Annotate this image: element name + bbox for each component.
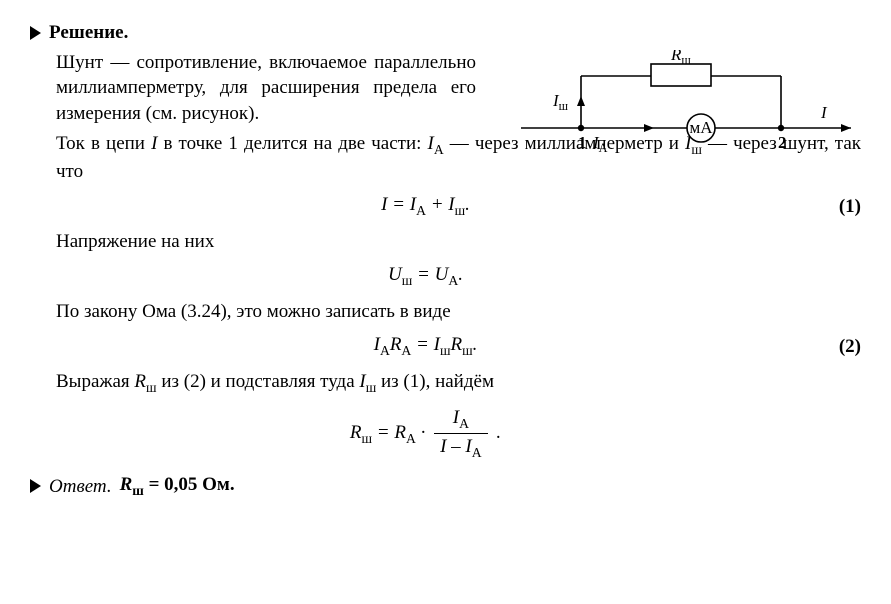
answer-row: Ответ. Rш = 0,05 Ом. <box>30 472 861 500</box>
intro-block: Шунт — сопротивление, включа­емое паралл… <box>56 50 861 127</box>
equation-4: Rш = RА · IА I – IА . <box>30 405 861 463</box>
equation-2: Uш = UА. <box>30 262 861 290</box>
circuit-diagram: мАRшIшI12IА <box>501 50 871 160</box>
solution-header: Решение. <box>30 20 861 46</box>
triangle-icon <box>30 26 41 40</box>
eq1-number: (1) <box>821 194 861 220</box>
intro-text: Шунт — сопротивление, включа­емое паралл… <box>56 50 476 127</box>
triangle-icon <box>30 479 41 493</box>
answer-label: Ответ. <box>49 474 112 500</box>
p4-b: из (2) и подставляя туда <box>157 371 360 392</box>
eq4-body: Rш = RА · IА I – IА . <box>30 405 821 463</box>
eq4-fraction: IА I – IА <box>434 405 488 463</box>
p4-a: Выражая <box>56 371 134 392</box>
eq4-tail: . <box>496 422 501 443</box>
solution-heading-text: Решение. <box>49 20 128 46</box>
svg-text:1: 1 <box>578 133 587 152</box>
svg-text:Iш: Iш <box>552 91 569 113</box>
eq3-number: (2) <box>821 334 861 360</box>
paragraph-4: Выражая Rш из (2) и подставляя туда Iш и… <box>56 369 861 397</box>
svg-text:IА: IА <box>592 133 608 155</box>
p1-a: Ток в цепи <box>56 133 151 154</box>
svg-text:I: I <box>820 103 828 122</box>
eq1-body: I = IА + Iш. <box>30 192 821 220</box>
paragraph-3: По закону Ома (3.24), это можно записать… <box>56 299 861 325</box>
svg-text:2: 2 <box>778 133 787 152</box>
eq2-body: Uш = UА. <box>30 262 821 290</box>
svg-text:мА: мА <box>689 118 713 137</box>
p4-c: из (1), найдём <box>376 371 494 392</box>
p1-b: в точке 1 делится на две части: <box>157 133 427 154</box>
equation-3: IАRА = IшRш. (2) <box>30 332 861 360</box>
eq3-body: IАRА = IшRш. <box>30 332 821 360</box>
equation-1: I = IА + Iш. (1) <box>30 192 861 220</box>
answer-value: Rш = 0,05 Ом. <box>120 472 235 500</box>
paragraph-2: Напряжение на них <box>56 229 861 255</box>
